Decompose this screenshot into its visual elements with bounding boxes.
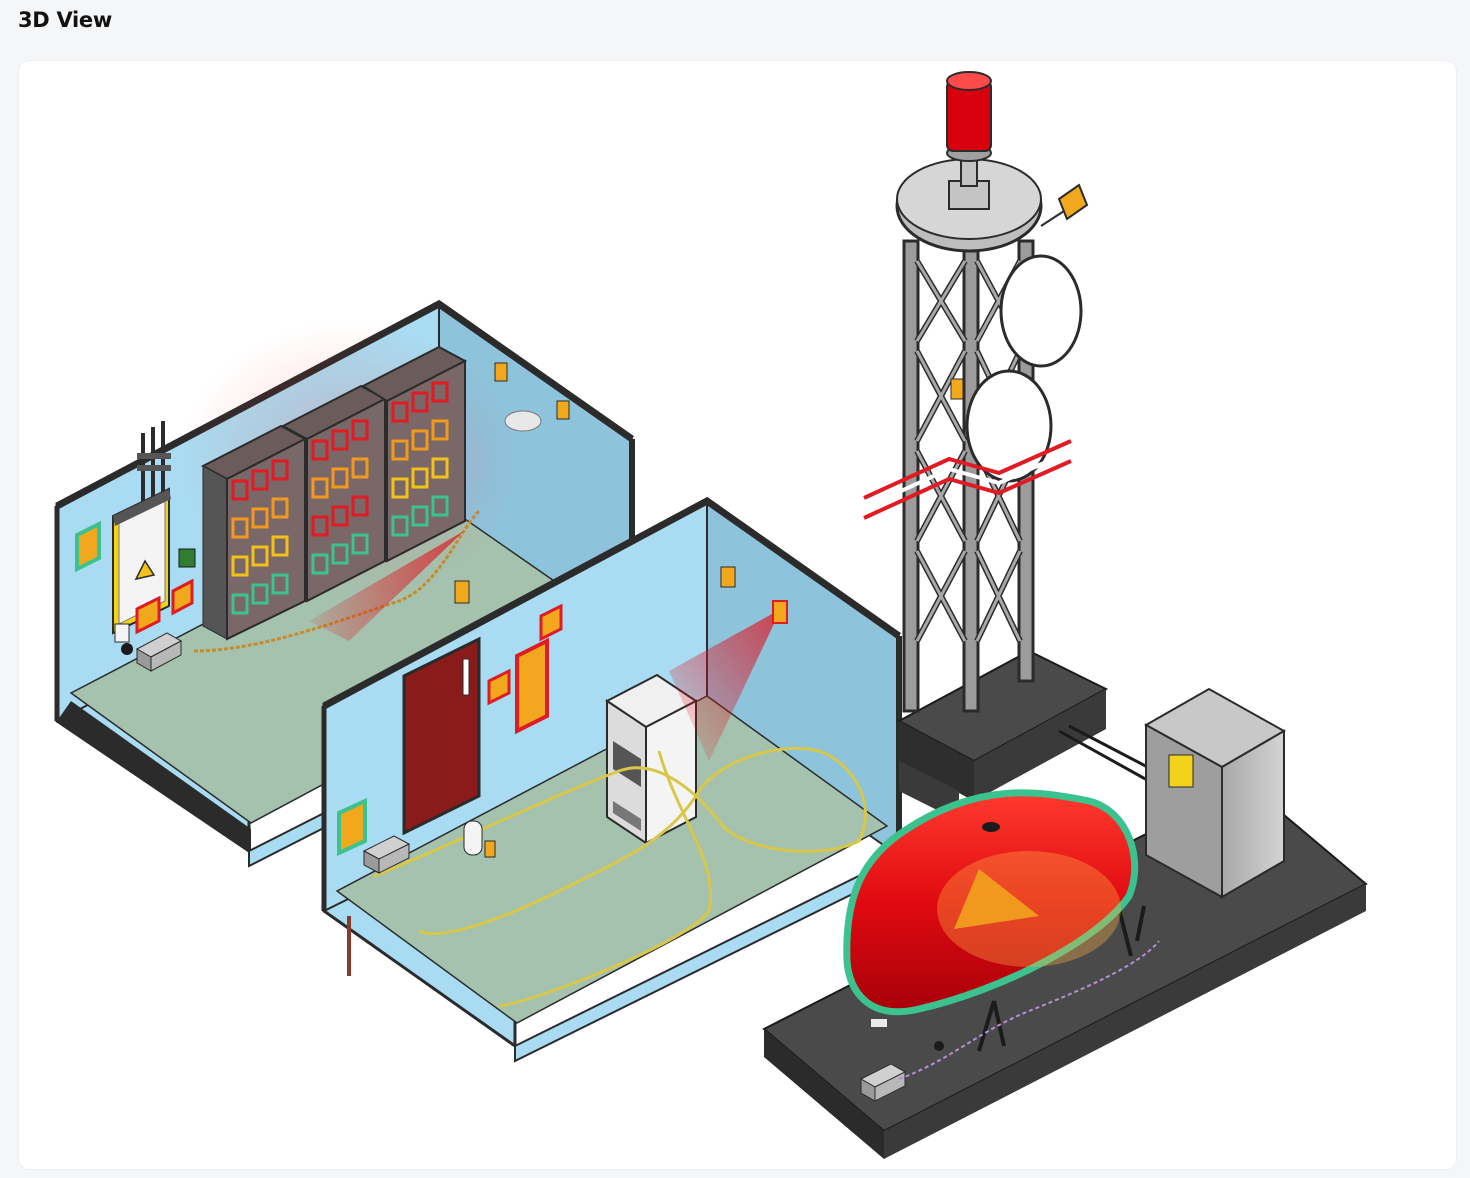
relay-box[interactable]	[178, 548, 196, 568]
scene-3d	[54, 71, 1368, 1159]
sensor-alarm[interactable]	[539, 603, 563, 642]
detection-beam	[309, 531, 464, 641]
sensor-ok[interactable]	[337, 797, 367, 857]
power-inlet	[137, 421, 171, 533]
server-rack[interactable]	[605, 673, 698, 845]
electrical-cabinet[interactable]	[1143, 687, 1287, 899]
access-control-panel[interactable]	[515, 637, 549, 735]
3d-view-panel	[19, 61, 1456, 1169]
wall-sensor[interactable]	[494, 362, 508, 382]
beam-sensor[interactable]	[454, 580, 470, 604]
fuel-tank[interactable]	[843, 789, 1146, 1052]
beacon-light[interactable]	[946, 71, 992, 210]
tower-sensor[interactable]	[950, 378, 964, 400]
wall-sensor[interactable]	[556, 400, 570, 420]
telecom-tower	[863, 71, 1109, 821]
sensor-alarm[interactable]	[135, 595, 161, 635]
warning-icon	[134, 559, 156, 581]
sensor-alarm[interactable]	[487, 668, 511, 706]
warning-icon	[1168, 754, 1194, 788]
motion-sensor[interactable]	[463, 820, 496, 858]
door[interactable]	[402, 636, 481, 836]
junction-box[interactable]	[362, 835, 411, 874]
wall-sensor[interactable]	[720, 566, 736, 588]
ground-rod	[347, 916, 351, 976]
electrical-panel[interactable]	[112, 487, 171, 635]
page-title: 3D View	[18, 8, 112, 32]
beam-sensor[interactable]	[772, 600, 788, 624]
dish-antenna[interactable]	[999, 254, 1083, 368]
generator-pad	[762, 687, 1368, 1159]
junction-box[interactable]	[859, 1063, 907, 1102]
junction-box[interactable]	[121, 632, 183, 672]
tower-sensor[interactable]	[1057, 183, 1089, 221]
smoke-detector[interactable]	[504, 410, 542, 432]
battery-rack[interactable]	[200, 345, 468, 641]
equipment-room	[321, 496, 902, 1063]
detection-beam	[669, 609, 781, 761]
sensor-alarm[interactable]	[171, 578, 194, 616]
pad-sensor[interactable]	[871, 1019, 887, 1027]
sensor-ok[interactable]	[75, 520, 101, 573]
dish-antenna[interactable]	[965, 369, 1053, 483]
break-marker	[863, 439, 1072, 500]
